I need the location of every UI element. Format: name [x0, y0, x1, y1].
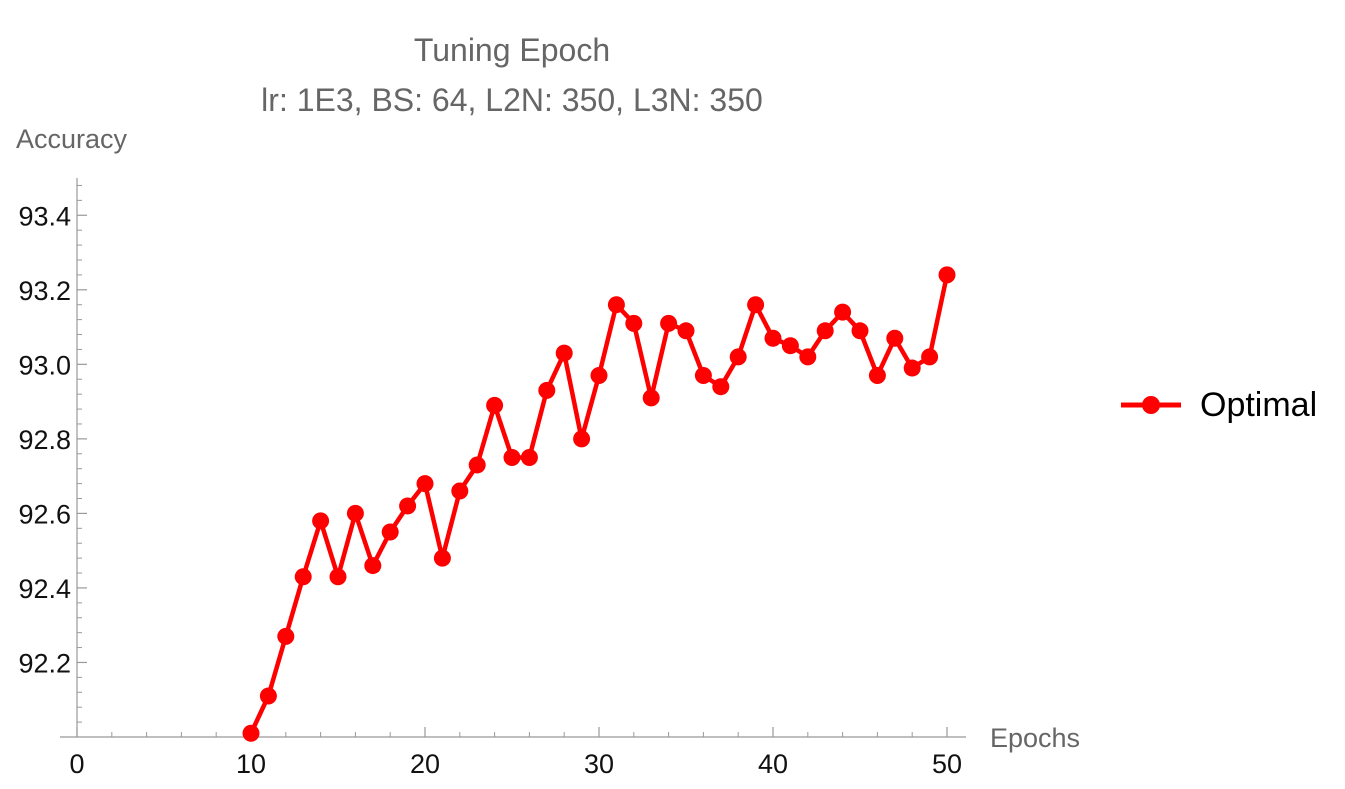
- data-point: [660, 314, 678, 332]
- data-point: [312, 512, 330, 530]
- data-point: [921, 348, 939, 366]
- data-point: [399, 497, 417, 515]
- data-point: [764, 329, 782, 347]
- data-point: [486, 396, 504, 414]
- data-point: [468, 456, 486, 474]
- y-tick-label: 93.2: [18, 276, 71, 306]
- data-point: [677, 322, 695, 340]
- y-axis-label: Accuracy: [16, 124, 128, 154]
- axes: 0 10 20 30 40 50 92.2 92.4 92.6 92.8 93.0 93.2 93.4: [18, 178, 966, 779]
- data-point: [781, 337, 799, 355]
- data-point: [364, 557, 382, 575]
- y-tick-label: 92.2: [18, 648, 71, 678]
- series-layer: [242, 266, 956, 742]
- x-axis-label: Epochs: [990, 723, 1080, 753]
- data-point: [329, 568, 347, 586]
- data-point: [903, 359, 921, 377]
- y-tick-label: 92.6: [18, 499, 71, 529]
- data-point: [816, 322, 834, 340]
- chart-subtitle: lr: 1E3, BS: 64, L2N: 350, L3N: 350: [261, 82, 763, 118]
- y-tick-label: 93.4: [18, 201, 71, 231]
- data-point: [520, 449, 538, 466]
- x-tick-label: 10: [236, 749, 266, 779]
- data-point: [729, 348, 747, 366]
- x-tick-label: 20: [410, 749, 440, 779]
- data-point: [555, 344, 573, 362]
- data-point: [625, 314, 643, 332]
- data-point: [851, 322, 869, 340]
- data-point: [503, 449, 521, 466]
- data-point: [886, 329, 904, 347]
- x-tick-label: 50: [932, 749, 962, 779]
- data-point: [834, 303, 852, 321]
- data-point: [747, 296, 765, 314]
- data-point: [538, 381, 556, 399]
- data-point: [451, 482, 469, 500]
- data-point: [416, 475, 434, 493]
- chart-title: Tuning Epoch: [414, 32, 610, 68]
- data-point: [607, 296, 625, 314]
- data-point: [938, 266, 956, 284]
- data-point: [381, 523, 399, 541]
- y-tick-label: 92.4: [18, 574, 71, 604]
- x-tick-label: 0: [69, 749, 84, 779]
- y-tick-label: 92.8: [18, 425, 71, 455]
- data-point: [590, 367, 608, 385]
- x-tick-label: 40: [758, 749, 788, 779]
- legend: Optimal: [1121, 386, 1317, 424]
- data-point: [573, 430, 591, 448]
- legend-label-optimal: Optimal: [1200, 386, 1317, 424]
- data-point: [694, 367, 712, 385]
- data-point: [294, 568, 312, 586]
- data-point: [642, 389, 660, 407]
- data-point: [346, 504, 364, 522]
- x-tick-label: 30: [584, 749, 614, 779]
- data-point: [277, 627, 295, 645]
- legend-marker: [1142, 396, 1160, 414]
- data-point: [868, 367, 886, 385]
- series-line-optimal: [248, 274, 950, 735]
- y-tick-label: 93.0: [18, 350, 71, 380]
- data-point: [712, 378, 730, 396]
- data-point: [259, 687, 277, 705]
- data-point: [799, 348, 817, 366]
- data-point: [433, 549, 451, 567]
- data-point: [242, 724, 260, 742]
